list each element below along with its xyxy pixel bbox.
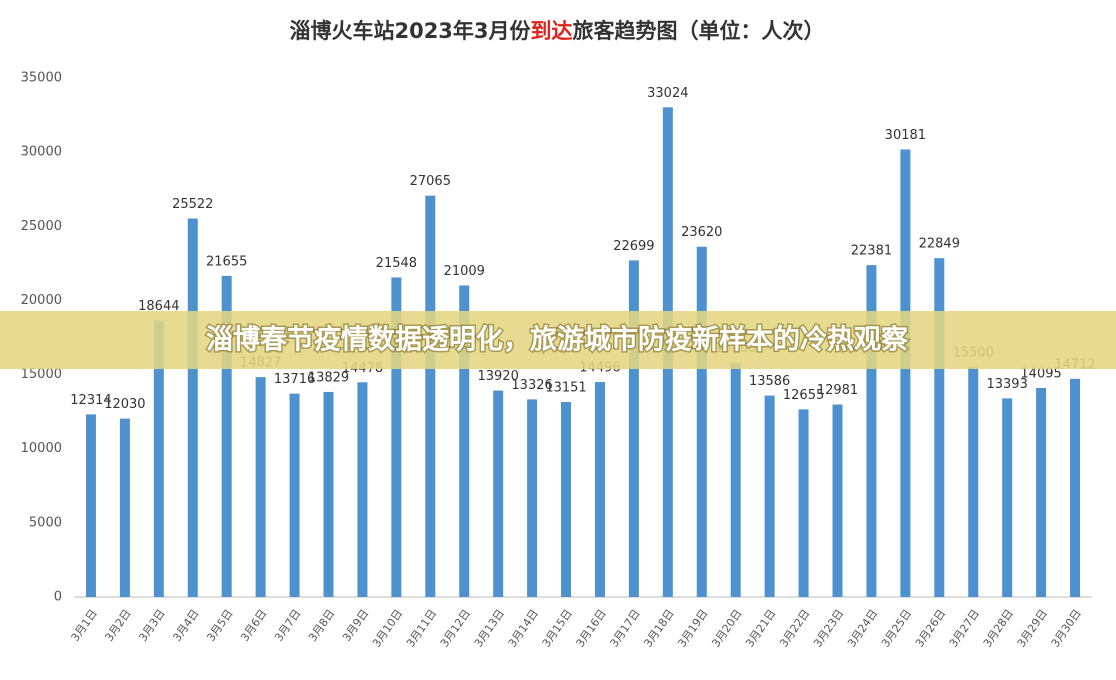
x-tick-label: 3月15日 xyxy=(540,607,575,650)
bar xyxy=(459,285,470,597)
bar xyxy=(900,149,911,597)
bar xyxy=(1002,398,1013,597)
bar xyxy=(85,414,96,597)
x-tick-label: 3月20日 xyxy=(709,607,744,650)
x-tick-label: 3月16日 xyxy=(574,607,609,650)
x-tick-label: 3月27日 xyxy=(947,607,982,650)
title-part: 淄博火车站2023年3月份 xyxy=(289,19,531,43)
bar xyxy=(832,404,843,597)
x-tick-label: 3月26日 xyxy=(913,607,948,650)
x-tick-label: 3月18日 xyxy=(641,607,676,650)
x-tick-label: 3月28日 xyxy=(981,607,1016,650)
y-tick-label: 15000 xyxy=(21,367,62,382)
banner-background xyxy=(0,311,1116,369)
data-label: 25522 xyxy=(172,197,213,212)
bar xyxy=(221,275,232,597)
x-tick-label: 3月4日 xyxy=(170,607,201,644)
x-tick-label: 3月29日 xyxy=(1015,607,1050,650)
bar xyxy=(696,246,707,597)
data-label: 13151 xyxy=(545,380,586,395)
x-tick-label: 3月12日 xyxy=(438,607,473,650)
bar xyxy=(187,218,198,597)
bar xyxy=(1070,378,1081,597)
x-tick-label: 3月14日 xyxy=(506,607,541,650)
data-label: 21009 xyxy=(444,264,485,279)
y-tick-label: 10000 xyxy=(21,441,62,456)
data-label: 27065 xyxy=(410,174,451,189)
title-highlight: 到达 xyxy=(531,19,573,43)
x-tick-label: 3月22日 xyxy=(777,607,812,650)
bar xyxy=(628,260,639,597)
bar xyxy=(1036,387,1047,597)
chart-title: 淄博火车站2023年3月份到达旅客趋势图（单位：人次） xyxy=(289,19,824,43)
bar xyxy=(425,195,436,597)
data-label: 22381 xyxy=(851,244,892,259)
x-tick-label: 3月1日 xyxy=(69,607,100,644)
data-label: 21548 xyxy=(376,256,417,271)
bar xyxy=(153,320,164,597)
bar xyxy=(289,393,300,597)
x-tick-label: 3月30日 xyxy=(1049,607,1084,650)
x-tick-label: 3月10日 xyxy=(370,607,405,650)
data-label: 13393 xyxy=(986,377,1027,392)
data-label: 12314 xyxy=(70,393,111,408)
bar xyxy=(323,391,334,597)
bar xyxy=(493,390,504,597)
bar xyxy=(561,401,572,597)
data-label: 23620 xyxy=(681,225,722,240)
y-tick-label: 35000 xyxy=(21,71,62,86)
x-tick-label: 3月13日 xyxy=(472,607,507,650)
x-tick-label: 3月8日 xyxy=(306,607,337,644)
data-label: 13716 xyxy=(274,372,315,387)
data-label: 22849 xyxy=(919,237,960,252)
bar xyxy=(255,377,266,597)
bar xyxy=(730,362,741,597)
bar xyxy=(594,382,605,597)
bar xyxy=(119,418,130,597)
y-tick-label: 5000 xyxy=(29,515,62,530)
y-tick-label: 25000 xyxy=(21,219,62,234)
x-tick-label: 3月21日 xyxy=(743,607,778,650)
data-label: 21655 xyxy=(206,254,247,269)
banner-text: 淄博春节疫情数据透明化，旅游城市防疫新样本的冷热观察 xyxy=(206,324,909,356)
bar xyxy=(934,258,945,597)
bar xyxy=(764,395,775,597)
bar xyxy=(357,382,368,597)
x-tick-label: 3月9日 xyxy=(340,607,371,644)
bar xyxy=(391,277,402,597)
x-tick-label: 3月5日 xyxy=(204,607,235,644)
data-label: 13586 xyxy=(749,374,790,389)
data-label: 14095 xyxy=(1020,366,1061,381)
title-part: 旅客趋势图（单位：人次） xyxy=(573,19,825,43)
data-label: 13326 xyxy=(511,378,552,393)
x-tick-label: 3月3日 xyxy=(136,607,167,644)
y-tick-label: 20000 xyxy=(21,293,62,308)
x-tick-label: 3月23日 xyxy=(811,607,846,650)
bar xyxy=(527,399,538,597)
data-label: 30181 xyxy=(885,128,926,143)
data-label: 12030 xyxy=(104,397,145,412)
x-tick-label: 3月7日 xyxy=(272,607,303,644)
y-tick-label: 30000 xyxy=(21,145,62,160)
data-label: 12981 xyxy=(817,383,858,398)
x-tick-label: 3月25日 xyxy=(879,607,914,650)
bar xyxy=(798,409,809,597)
data-label: 12655 xyxy=(783,388,824,403)
x-tick-label: 3月11日 xyxy=(404,607,439,650)
x-tick-label: 3月6日 xyxy=(238,607,269,644)
data-label: 33024 xyxy=(647,86,688,101)
x-tick-label: 3月24日 xyxy=(845,607,880,650)
data-label: 22699 xyxy=(613,239,654,254)
bar xyxy=(968,367,979,597)
y-tick-label: 0 xyxy=(54,590,62,605)
data-label: 13920 xyxy=(477,369,518,384)
x-tick-label: 3月19日 xyxy=(675,607,710,650)
data-label: 18644 xyxy=(138,299,179,314)
x-tick-label: 3月2日 xyxy=(103,607,134,644)
x-tick-label: 3月17日 xyxy=(608,607,643,650)
bar xyxy=(866,265,877,597)
data-label: 13829 xyxy=(308,370,349,385)
